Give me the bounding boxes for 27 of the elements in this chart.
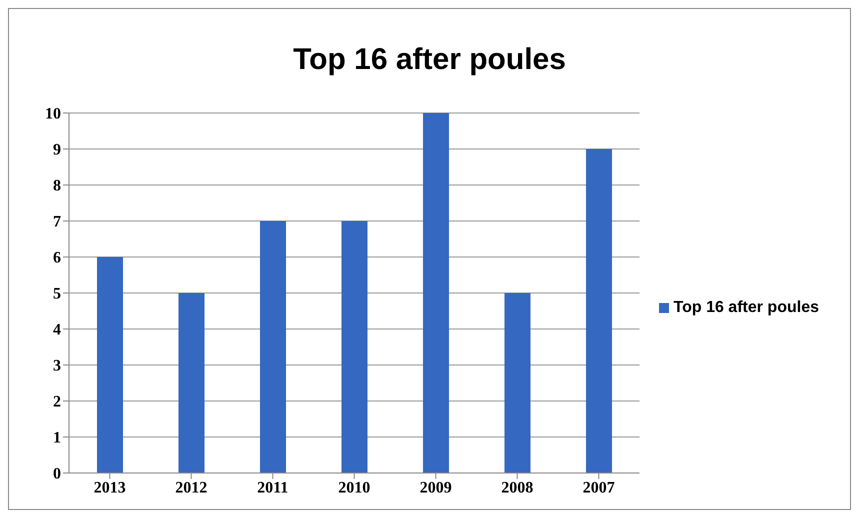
y-tick-label: 9 [53,142,61,159]
y-tick-label: 10 [45,106,61,123]
y-tick-label: 7 [53,214,61,231]
bar [260,221,286,473]
y-tick-label: 5 [53,286,61,303]
x-tick-label: 2009 [420,479,452,496]
y-tick-label: 3 [53,358,61,375]
y-tick-label: 6 [53,250,61,267]
x-tick-label: 2013 [94,479,126,496]
bar [586,149,612,473]
y-tick-label: 8 [53,178,61,195]
x-tick-label: 2012 [175,479,208,496]
bar [422,113,449,473]
x-tick-label: 2011 [257,479,288,496]
bar [341,221,368,473]
y-tick-label: 1 [53,430,61,447]
x-tick-label: 2007 [582,479,615,496]
bar [504,293,530,473]
legend-label: Top 16 after poules [673,299,819,316]
x-tick-label: 2008 [501,479,534,496]
y-tick-label: 0 [53,466,61,483]
y-tick-label: 2 [53,394,61,411]
x-tick-label: 2010 [338,479,370,496]
bar [97,257,123,473]
y-tick-label: 4 [53,322,61,339]
bar [178,293,204,473]
chart-title: Top 16 after poules [292,42,567,78]
